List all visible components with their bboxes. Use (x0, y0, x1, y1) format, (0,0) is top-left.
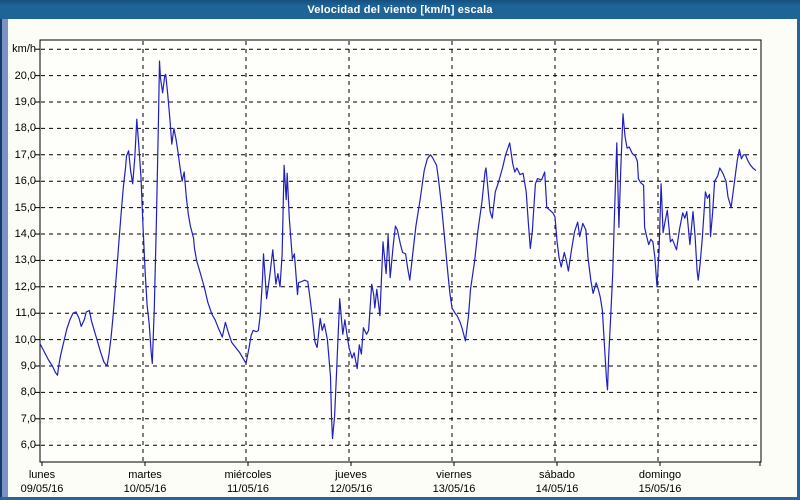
y-tick-label-9,0: 9,0 (20, 360, 36, 372)
day-date: 09/05/16 (20, 483, 64, 495)
day-name: jueves (335, 469, 367, 481)
y-tick-label-7,0: 7,0 (20, 412, 36, 425)
x-tick-label-sábado: sábado 14/05/16 (505, 468, 609, 496)
window-bottom-edge (0, 497, 800, 500)
x-tick-label-lunes: lunes 09/05/16 (0, 468, 94, 496)
y-tick-label-15,0: 15,0 (14, 201, 36, 214)
x-tick-label-viernes: viernes 13/05/16 (402, 468, 506, 496)
x-tick-label-martes: martes 10/05/16 (93, 468, 197, 496)
day-date: 14/05/16 (535, 483, 579, 495)
y-tick-label-10,0: 10,0 (14, 333, 36, 346)
day-name: domingo (638, 469, 682, 481)
chart-title: Velocidad del viento [km/h] escala (307, 3, 493, 16)
x-tick-label-domingo: domingo 15/05/16 (608, 468, 712, 496)
y-tick-label-12,0: 12,0 (14, 280, 36, 293)
y-tick-label-19,0: 19,0 (14, 96, 36, 108)
day-date: 12/05/16 (329, 483, 373, 495)
day-date: 15/05/16 (638, 483, 682, 495)
window-right-edge (797, 19, 800, 500)
x-tick-label-jueves: jueves 12/05/16 (299, 468, 403, 496)
y-tick-label-8,0: 8,0 (20, 386, 36, 399)
day-name: miércoles (224, 469, 272, 481)
day-date: 13/05/16 (432, 483, 476, 495)
y-tick-label-11,0: 11,0 (15, 307, 36, 320)
y-tick-label-13,0: 13,0 (14, 254, 36, 267)
day-name: martes (128, 469, 162, 481)
window-left-edge (0, 0, 2, 500)
title-bar: Velocidad del viento [km/h] escala (0, 0, 800, 19)
wind-speed-line (39, 60, 757, 440)
x-tick-label-miércoles: miércoles 11/05/16 (196, 468, 300, 496)
day-date: 10/05/16 (123, 483, 167, 495)
y-tick-label-14,0: 14,0 (14, 228, 36, 240)
y-axis-unit-label: km/h (12, 43, 36, 56)
y-tick-label-6,0: 6,0 (20, 439, 36, 452)
day-name: lunes (28, 469, 56, 481)
day-name: viernes (436, 469, 472, 481)
y-tick-label-20,0: 20,0 (14, 69, 36, 82)
day-name: sábado (538, 469, 576, 481)
y-tick-label-18,0: 18,0 (14, 122, 36, 135)
y-tick-label-17,0: 17,0 (14, 148, 36, 161)
plot-frame (39, 39, 762, 463)
day-date: 11/05/16 (226, 483, 269, 495)
y-tick-label-16,0: 16,0 (14, 175, 36, 188)
window-left-border (2, 19, 8, 498)
